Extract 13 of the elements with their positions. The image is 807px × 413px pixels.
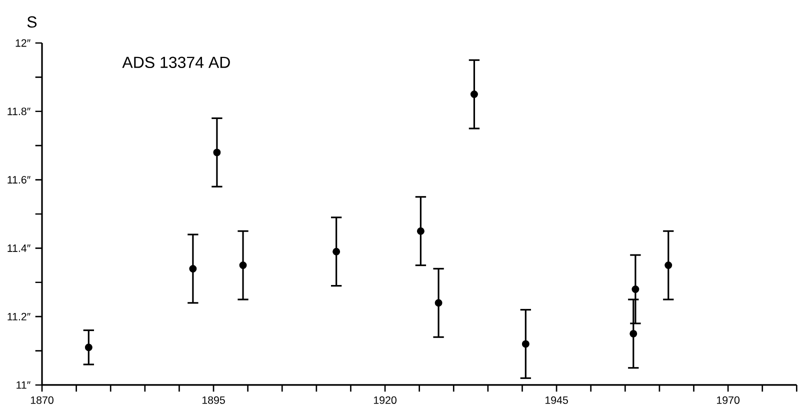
text: ADS 13374 AD — [122, 56, 230, 68]
y-tick-label: 12″ — [16, 39, 30, 47]
y-axis-title: S — [27, 16, 37, 28]
y-tick-label: 11.6″ — [8, 176, 30, 184]
x-tick-label: 1920 — [374, 396, 396, 404]
x-tick-label: 1970 — [717, 396, 740, 404]
x-tick-label: 1945 — [545, 396, 568, 404]
y-tick-label: 11.2″ — [8, 312, 30, 320]
y-tick-label: 11″ — [16, 381, 30, 389]
y-tick-label: 11.4″ — [8, 244, 30, 252]
y-tick-label: 11.8″ — [8, 108, 30, 116]
x-tick-label: 1870 — [30, 396, 54, 404]
x-tick-label: 1895 — [202, 396, 225, 404]
